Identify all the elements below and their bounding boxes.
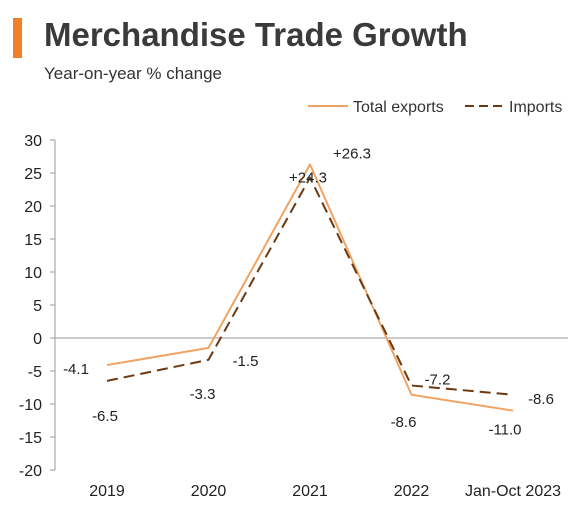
y-tick-label: -15 [19, 430, 42, 447]
x-tick-label: 2022 [394, 483, 430, 500]
data-label-imports: +24.3 [289, 170, 327, 187]
data-label-total-exports: -4.1 [63, 361, 89, 378]
data-label-total-exports: -8.6 [391, 414, 417, 431]
chart-subtitle: Year-on-year % change [44, 64, 222, 83]
y-tick-label: 20 [24, 199, 42, 216]
data-label-total-exports: -11.0 [488, 422, 521, 439]
legend-label-imports: Imports [509, 99, 562, 116]
x-tick-label: 2019 [89, 483, 125, 500]
axes: 30 25 20 15 10 5 0 -5 -10 -15 -20 2019 2020 2021 2022 J… [19, 133, 568, 500]
y-tick-label: -5 [28, 364, 42, 381]
y-tick-label: 30 [24, 133, 42, 150]
data-label-imports: -8.6 [528, 391, 554, 408]
x-tick-label: Jan-Oct 2023 [465, 483, 561, 500]
data-label-total-exports: +26.3 [333, 145, 371, 162]
y-tick-label: 15 [24, 232, 42, 249]
data-label-imports: -6.5 [92, 408, 118, 425]
y-tick-label: 0 [33, 331, 42, 348]
legend-label-total-exports: Total exports [353, 99, 444, 116]
data-label-imports: -3.3 [190, 386, 216, 403]
y-tick-label: 25 [24, 166, 42, 183]
legend: Total exports Imports [308, 99, 562, 116]
series-line-imports [106, 176, 514, 396]
data-label-imports: -7.2 [425, 372, 451, 389]
x-tick-label: 2020 [191, 483, 227, 500]
y-tick-label: -20 [19, 463, 42, 480]
series-line-total-exports [106, 163, 514, 412]
title-accent-bar [13, 18, 22, 58]
y-tick-label: -10 [19, 397, 42, 414]
x-tick-label: 2021 [292, 483, 328, 500]
y-tick-label: 5 [33, 298, 42, 315]
y-tick-label: 10 [24, 265, 42, 282]
data-labels: -4.1 -1.5 +26.3 -8.6 -11.0 -6.5 -3.3 +24.3 -7.2 -… [63, 145, 554, 438]
data-label-total-exports: -1.5 [233, 353, 259, 370]
chart-title: Merchandise Trade Growth [44, 16, 468, 53]
series-lines [106, 163, 514, 412]
